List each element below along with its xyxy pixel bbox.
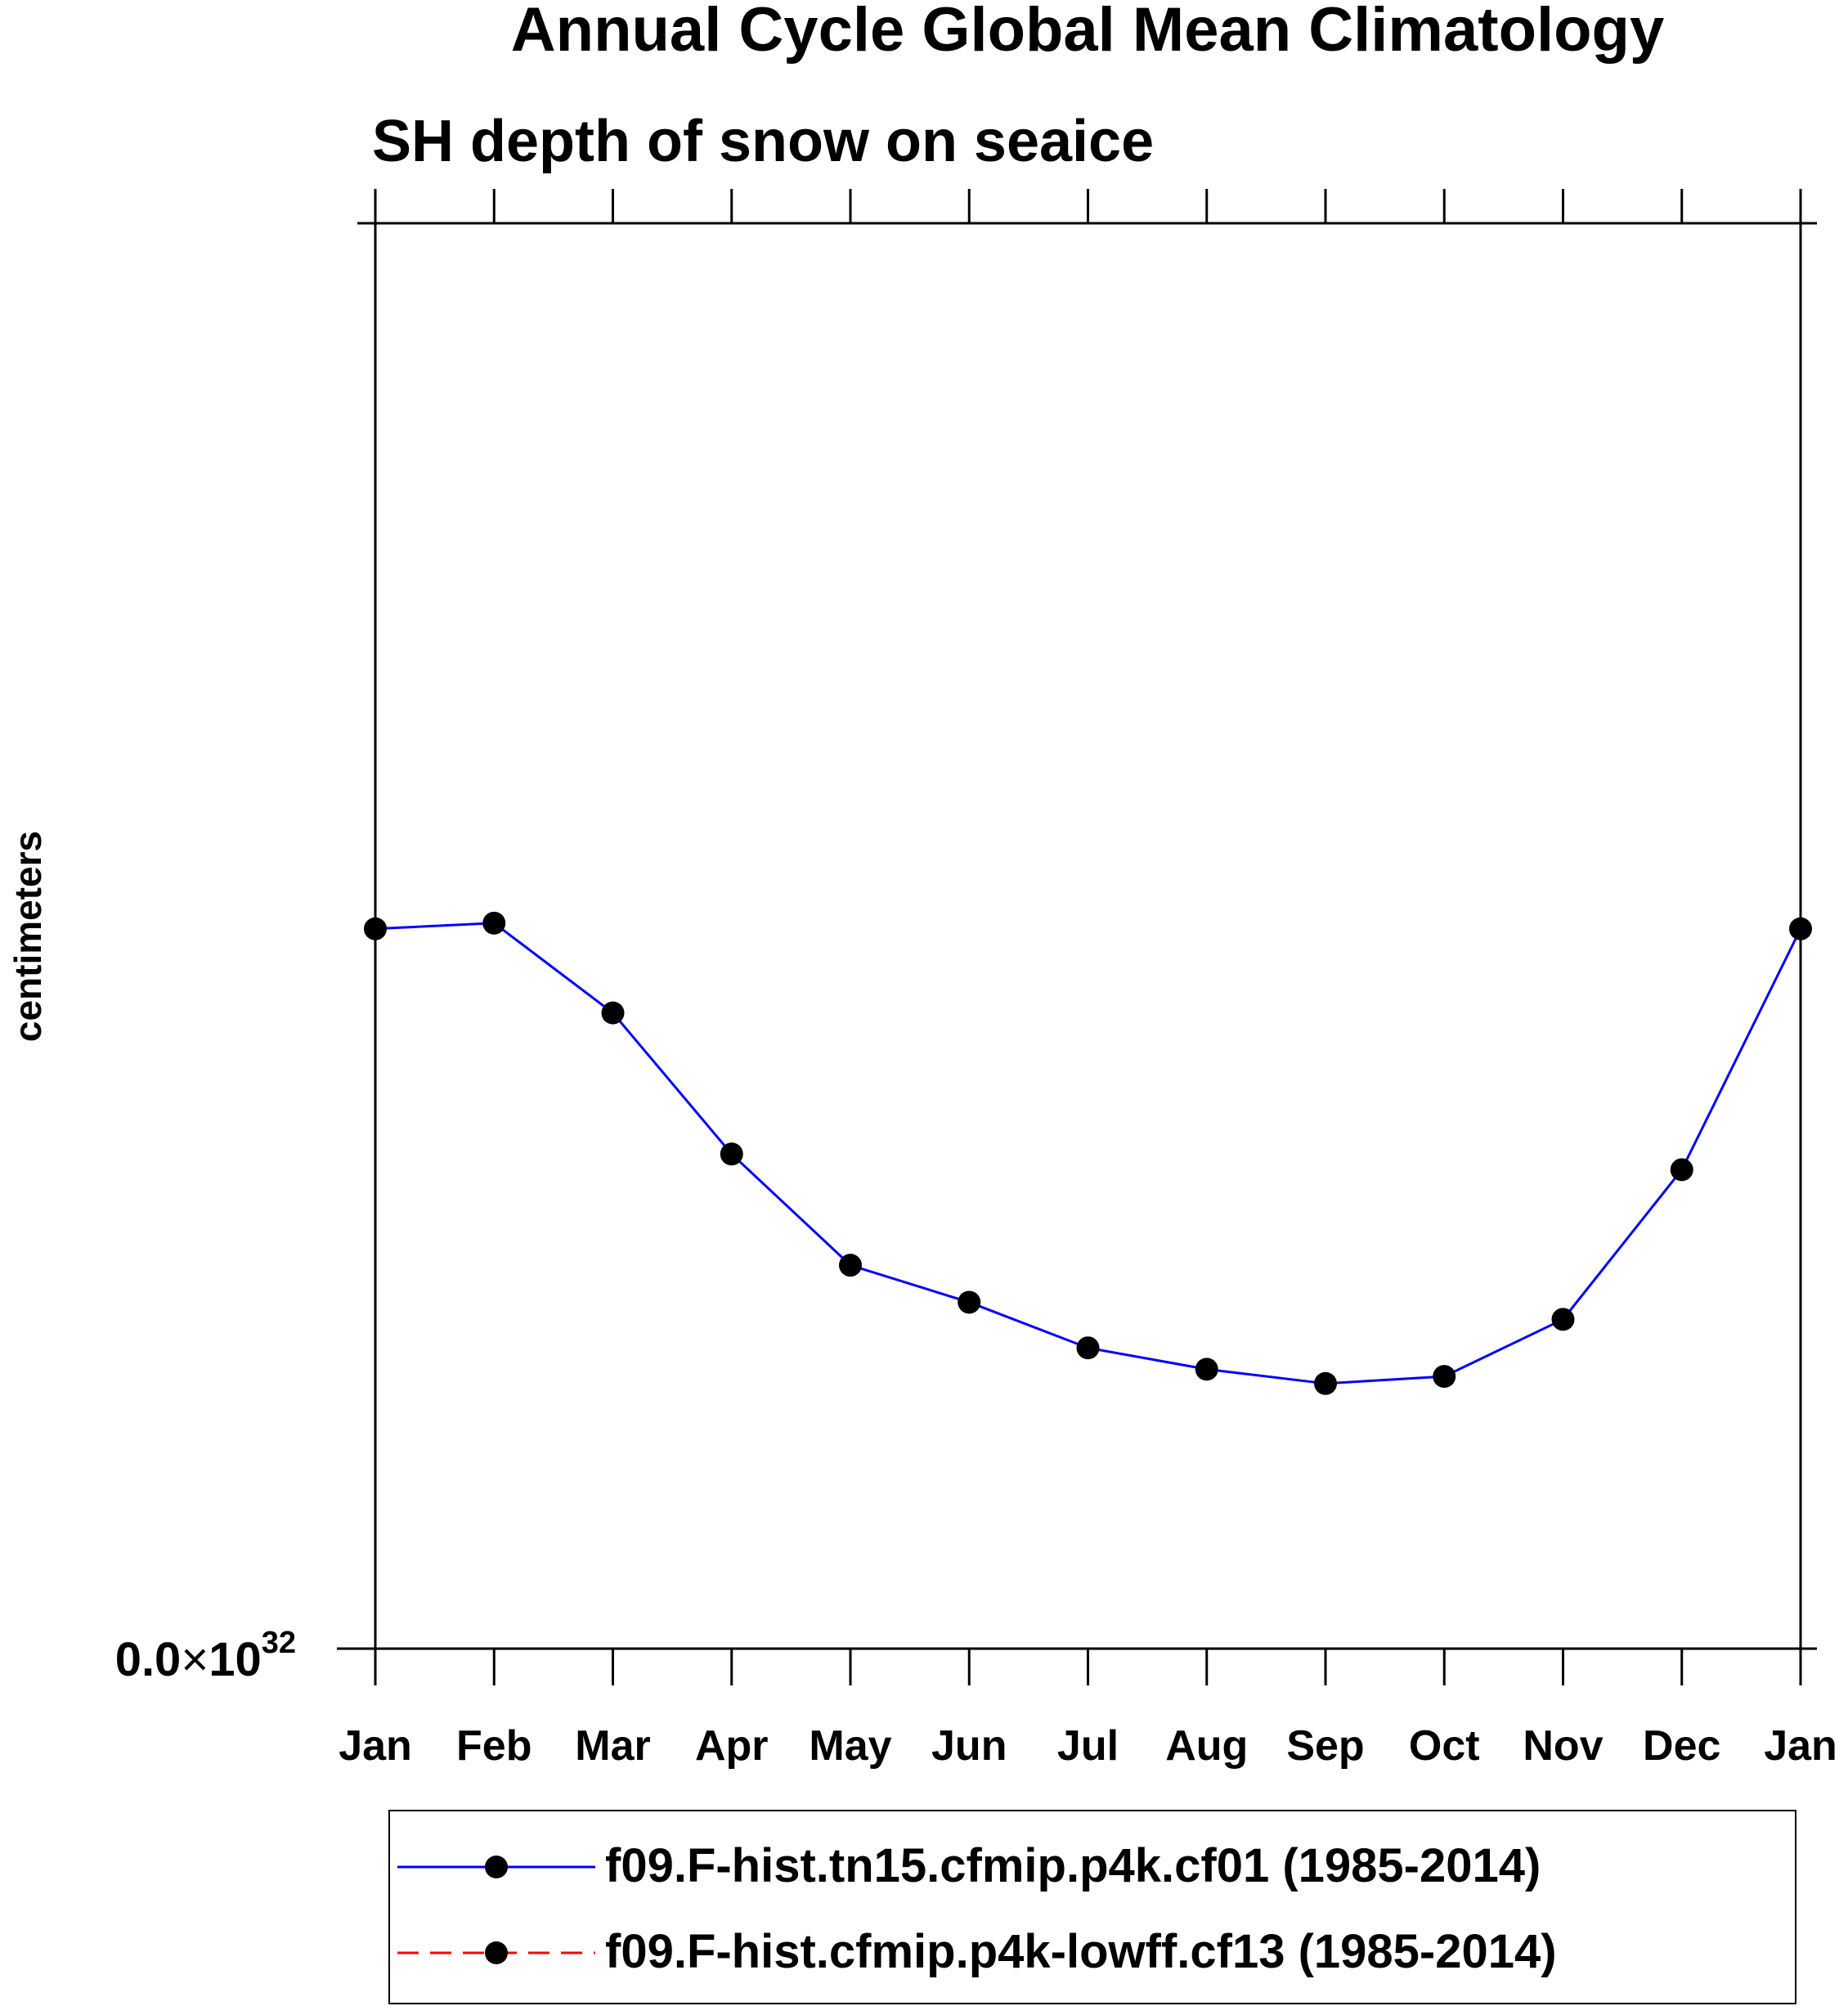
y-tick-exponent: 32 xyxy=(262,1626,296,1660)
x-tick-label-4: May xyxy=(809,1722,891,1770)
legend-label-series-1: f09.F-hist.tn15.cfmip.p4k.cf01 (1985-201… xyxy=(605,1839,1541,1892)
legend-marker-series-2 xyxy=(485,1941,508,1964)
series-layer xyxy=(364,911,1812,1395)
x-tick-label-9: Oct xyxy=(1409,1722,1480,1770)
series-1-point-2 xyxy=(601,1001,625,1025)
series-1-point-6 xyxy=(1076,1336,1100,1360)
y-tick-label: 0.0×1032 xyxy=(115,1626,296,1686)
series-1-point-10 xyxy=(1551,1308,1575,1331)
x-tick-label-0: Jan xyxy=(339,1722,412,1770)
series-1-point-5 xyxy=(958,1290,981,1314)
x-tick-label-11: Dec xyxy=(1643,1722,1720,1770)
y-tick-mantissa: 0.0 xyxy=(115,1633,182,1686)
x-tick-label-2: Mar xyxy=(575,1722,650,1770)
series-line-1 xyxy=(375,922,1802,1385)
legend-box xyxy=(388,1810,1796,2004)
y-tick-times: × xyxy=(181,1633,209,1686)
chart-subtitle: SH depth of snow on seaice xyxy=(372,109,1154,174)
x-tick-labels: Jan Feb Mar Apr May Jun Jul Aug Sep Oct Nov Dec Jan xyxy=(339,1722,1837,1770)
chart-title: Annual Cycle Global Mean Climatology xyxy=(511,0,1664,65)
series-1-point-7 xyxy=(1195,1358,1218,1381)
x-tick-label-7: Aug xyxy=(1165,1722,1248,1770)
x-tick-label-6: Jul xyxy=(1057,1722,1119,1770)
x-tick-label-12: Jan xyxy=(1764,1722,1837,1770)
series-1-point-0 xyxy=(364,917,387,940)
x-tick-label-3: Apr xyxy=(695,1722,769,1770)
series-1-point-12 xyxy=(1789,917,1812,940)
x-tick-label-1: Feb xyxy=(456,1722,532,1770)
x-tick-label-8: Sep xyxy=(1286,1722,1364,1770)
plot-frame xyxy=(337,222,1817,1650)
series-1-point-9 xyxy=(1433,1365,1456,1389)
legend: f09.F-hist.tn15.cfmip.p4k.cf01 (1985-201… xyxy=(388,1810,1796,2004)
y-axis-label: centimeters xyxy=(7,831,49,1042)
series-1-point-4 xyxy=(839,1254,862,1277)
series-1-point-8 xyxy=(1314,1371,1337,1395)
legend-marker-series-1 xyxy=(485,1856,508,1878)
x-tick-label-5: Jun xyxy=(931,1722,1007,1770)
y-tick-base: 10 xyxy=(209,1633,262,1686)
x-tick-label-10: Nov xyxy=(1523,1722,1603,1770)
legend-label-series-2: f09.F-hist.cfmip.p4k-lowff.cf13 (1985-20… xyxy=(605,1925,1557,1978)
series-1-point-11 xyxy=(1670,1158,1693,1182)
series-1-point-3 xyxy=(720,1142,743,1166)
series-1-point-1 xyxy=(482,911,506,935)
x-ticks xyxy=(374,189,1802,1685)
